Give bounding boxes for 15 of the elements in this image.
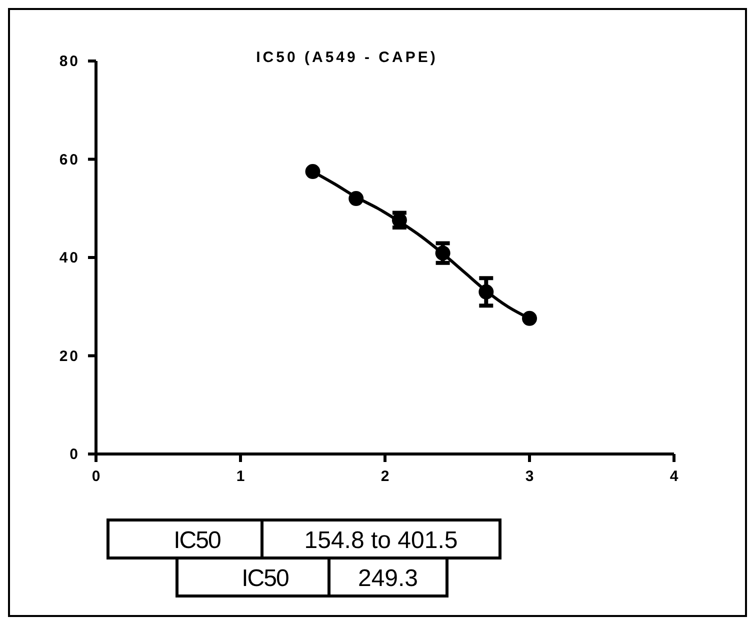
text: 249.3 xyxy=(358,565,418,592)
chart-title: IC50 (A549 - CAPE) xyxy=(256,49,438,66)
x-tick-label: 2 xyxy=(380,468,390,485)
y-tick-label: 0 xyxy=(70,446,80,463)
x-tick-label: 3 xyxy=(525,468,534,485)
text: IC50 xyxy=(242,565,289,592)
x-tick-label: 4 xyxy=(670,468,679,485)
y-tick-label: 20 xyxy=(59,348,80,365)
x-tick-label: 0 xyxy=(92,468,100,485)
y-tick-label: 60 xyxy=(59,151,80,168)
x-tick-label: 1 xyxy=(236,468,245,485)
y-tick-label: 40 xyxy=(59,250,80,266)
text: IC50 xyxy=(174,527,221,554)
text: 154.8 to 401.5 xyxy=(304,527,458,554)
y-tick-label: 80 xyxy=(59,53,80,70)
